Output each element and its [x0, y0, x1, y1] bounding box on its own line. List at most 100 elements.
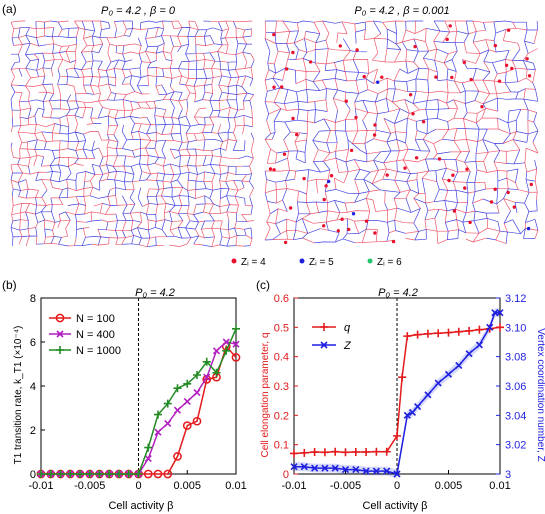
- defect-vertex: [403, 166, 407, 170]
- defect-vertex: [529, 182, 533, 187]
- data-point: [455, 361, 463, 370]
- data-point: [320, 323, 328, 331]
- chart-c-ylabel-left: Cell elongation parameter, q: [260, 332, 271, 457]
- mesh-edges-red: [264, 20, 539, 245]
- data-point: [182, 421, 192, 430]
- data-point: [331, 464, 339, 472]
- defect-vertex: [450, 75, 454, 80]
- data-point: [46, 470, 55, 478]
- legend-label: N = 100: [76, 313, 115, 325]
- defect-vertex: [354, 115, 358, 120]
- data-point: [163, 469, 173, 479]
- defect-vertex: [413, 44, 417, 49]
- defect-vertex: [364, 219, 369, 223]
- defect-vertex: [465, 167, 469, 171]
- data-point: [444, 370, 453, 378]
- defect-vertex: [373, 123, 377, 127]
- data-point: [154, 410, 162, 419]
- data-point: [55, 313, 65, 323]
- data-point: [403, 332, 412, 341]
- data-point: [414, 402, 422, 411]
- mesh-edges-red: [10, 20, 255, 248]
- data-point: [320, 341, 328, 349]
- data-point: [203, 373, 211, 381]
- data-point: [193, 389, 201, 397]
- data-point: [124, 470, 133, 478]
- legend-label: N = 400: [76, 329, 115, 341]
- defect-vertex: [489, 200, 494, 204]
- defect-vertex: [463, 186, 467, 190]
- data-point: [413, 330, 422, 339]
- defect-vertex: [272, 32, 276, 37]
- data-point: [311, 464, 319, 472]
- y-left-tick-label: 0.5: [274, 322, 289, 334]
- chart-b-xlabel: Cell activity β: [108, 500, 173, 512]
- defect-vertex: [380, 75, 384, 79]
- data-point: [212, 347, 221, 355]
- defect-vertex: [308, 60, 313, 64]
- data-point: [310, 448, 319, 456]
- defect-vertex: [448, 24, 452, 28]
- defect-vertex: [340, 217, 344, 221]
- data-point: [424, 391, 432, 399]
- series-Z: [290, 309, 504, 478]
- data-point: [362, 467, 370, 475]
- panel-b-label: (b): [2, 278, 17, 292]
- data-point: [290, 463, 298, 471]
- defect-vertex: [322, 197, 326, 202]
- data-point: [496, 323, 504, 332]
- y-right-tick-label: 3.08: [505, 352, 526, 364]
- data-point: [183, 397, 191, 405]
- defect-vertex: [283, 240, 288, 245]
- panel-a-right-title: P₀ = 4.2 , β = 0.001: [354, 5, 449, 17]
- data-point: [383, 467, 391, 475]
- defect-vertex: [408, 93, 413, 97]
- data-point: [85, 470, 94, 478]
- chart-c-ylabel-right: Vertex coordination number, Z: [535, 328, 545, 461]
- x-tick-label: -0.005: [330, 480, 361, 492]
- y-tick-label: 6: [30, 337, 36, 349]
- panel-a-legend: Zᵢ = 4 Zᵢ = 5 Zᵢ = 6: [231, 257, 402, 268]
- legend-label: Z: [343, 340, 352, 352]
- defect-vertex: [280, 85, 284, 89]
- mesh-left: [10, 20, 257, 249]
- defect-vertex: [372, 133, 377, 137]
- defect-vertex: [362, 74, 366, 79]
- chart-c-legend: qZ: [312, 322, 352, 352]
- data-point: [393, 470, 401, 478]
- data-point: [444, 328, 453, 337]
- data-point: [115, 470, 123, 478]
- defect-vertex: [295, 132, 299, 137]
- defect-vertex: [302, 176, 306, 181]
- y-left-tick-label: 0.4: [274, 352, 289, 364]
- defect-vertex: [338, 44, 342, 48]
- defect-vertex: [468, 220, 472, 225]
- data-point: [193, 371, 201, 379]
- legend-dot-z5: [299, 258, 305, 264]
- legend-dot-z6: [367, 258, 373, 264]
- chart-b-legend: N = 100 N = 400 N = 1000: [49, 313, 121, 357]
- data-point: [222, 338, 230, 346]
- defect-vertex: [322, 224, 326, 228]
- legend-label: q: [344, 322, 351, 334]
- data-point: [372, 447, 381, 456]
- data-point: [144, 455, 152, 463]
- data-point: [351, 448, 360, 456]
- chart-b-ylabel: T1 transition rate, k_T1 (×10⁻⁴): [13, 326, 24, 465]
- defect-vertex: [497, 79, 502, 83]
- defect-vertex: [351, 212, 356, 216]
- defect-vertex: [506, 190, 510, 195]
- y-right-tick-label: 3.02: [505, 440, 526, 452]
- data-point: [56, 330, 64, 338]
- legend-label-z6: Zᵢ = 6: [377, 257, 402, 268]
- defect-vertex: [480, 105, 484, 109]
- defect-vertex: [434, 75, 438, 79]
- defect-vertex: [493, 187, 497, 191]
- defect-vertex: [288, 206, 293, 210]
- defect-vertex: [349, 148, 354, 153]
- defect-vertex: [373, 231, 377, 235]
- y-left-tick-label: 0.6: [274, 293, 289, 305]
- data-point: [491, 309, 499, 317]
- data-point: [231, 353, 241, 362]
- data-point: [362, 448, 371, 456]
